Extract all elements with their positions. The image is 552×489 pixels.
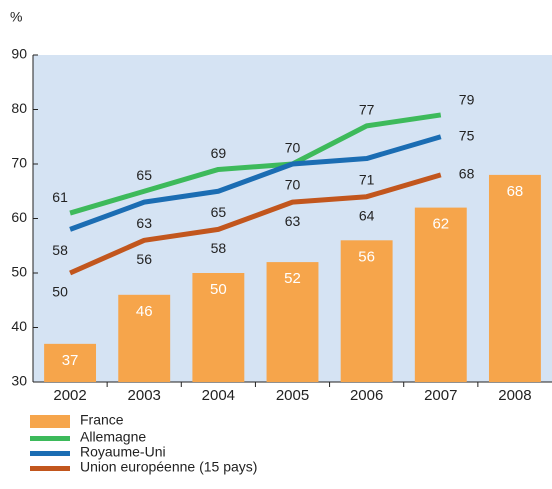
bar-value-label: 50	[210, 281, 227, 298]
line-value-label: 70	[285, 140, 301, 156]
x-tick-label: 2007	[424, 387, 457, 404]
line	[69, 134, 442, 232]
line-value-label: 63	[136, 215, 152, 231]
y-tick-label: 60	[11, 209, 27, 225]
line-value-label: 61	[52, 189, 68, 205]
x-tick-label: 2006	[350, 387, 383, 404]
line	[69, 112, 442, 216]
legend-swatch	[30, 415, 70, 428]
legend-label: France	[80, 412, 124, 428]
y-tick-label: 50	[11, 264, 27, 280]
bar-value-label: 62	[432, 216, 449, 233]
legend-label: Royaume-Uni	[80, 444, 166, 460]
line-value-label: 69	[211, 145, 227, 161]
line-value-label: 77	[359, 102, 375, 118]
bar-value-label: 56	[358, 248, 375, 265]
bar-value-label: 68	[507, 183, 524, 200]
y-tick-label: 70	[11, 155, 27, 171]
bar	[266, 262, 319, 382]
legend-swatch	[30, 436, 70, 441]
bar	[192, 273, 245, 382]
legend-label: Union européenne (15 pays)	[80, 459, 257, 475]
bar	[44, 343, 97, 382]
line-value-label: 65	[136, 167, 152, 183]
line-value-label: 75	[459, 127, 475, 143]
line-value-label: 50	[52, 284, 68, 300]
y-tick-label: 30	[11, 373, 27, 389]
x-tick-label: 2003	[128, 387, 161, 404]
line	[69, 172, 442, 276]
bar	[488, 174, 541, 382]
line-value-label: 70	[285, 177, 301, 193]
bar	[414, 207, 467, 382]
bar	[118, 294, 171, 382]
y-tick-label: 80	[11, 100, 27, 116]
legend-label: Allemagne	[80, 429, 146, 445]
bar-value-label: 46	[136, 303, 153, 320]
line-value-label: 71	[359, 171, 375, 187]
x-tick-label: 2005	[276, 387, 309, 404]
legend-swatch	[30, 451, 70, 456]
x-tick-label: 2004	[202, 387, 235, 404]
x-tick-label: 2008	[498, 387, 531, 404]
x-tick-label: 2002	[53, 387, 86, 404]
line-value-label: 63	[285, 213, 301, 229]
line-value-label: 79	[459, 92, 475, 108]
y-tick-label: 90	[11, 46, 27, 62]
line-value-label: 56	[136, 251, 152, 267]
line-value-label: 68	[459, 166, 475, 182]
bar-value-label: 52	[284, 270, 301, 287]
line-value-label: 65	[211, 204, 227, 220]
line-value-label: 58	[211, 240, 227, 256]
line-value-label: 64	[359, 207, 375, 223]
bar	[340, 240, 393, 382]
legend-swatch	[30, 466, 70, 471]
bar-value-label: 37	[62, 352, 79, 369]
y-tick-label: 40	[11, 318, 27, 334]
line-value-label: 58	[52, 242, 68, 258]
y-unit-label: %	[10, 9, 22, 25]
